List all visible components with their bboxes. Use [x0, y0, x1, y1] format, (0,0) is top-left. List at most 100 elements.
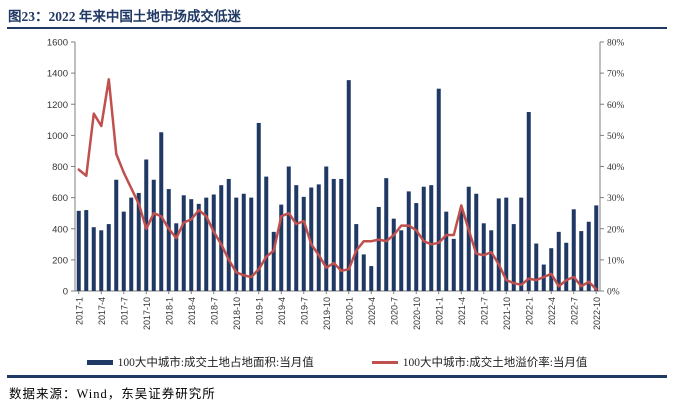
bar	[241, 193, 246, 291]
chart-title: 图23：2022 年来中国土地市场成交低迷	[8, 9, 241, 24]
bar	[399, 230, 404, 291]
x-axis-label: 2019-10	[322, 297, 332, 330]
x-axis-label: 2020-7	[389, 297, 399, 325]
right-axis-label: 10%	[607, 256, 625, 266]
bar	[189, 199, 194, 291]
x-axis-label: 2018-1	[164, 297, 174, 325]
bar	[324, 166, 329, 291]
bar	[444, 211, 449, 291]
x-axis-label: 2022-1	[524, 297, 534, 325]
right-axis-label: 70%	[607, 70, 625, 80]
bar	[421, 186, 426, 291]
bar	[106, 224, 111, 291]
bar	[84, 210, 89, 291]
bar	[204, 197, 209, 291]
bar	[256, 122, 261, 291]
chart-legend: 100大中城市:成交土地占地面积:当月值 100大中城市:成交土地溢价率:当月值	[0, 354, 674, 370]
bar	[309, 187, 314, 291]
bar	[474, 193, 479, 291]
bar	[594, 205, 599, 291]
bar	[99, 230, 104, 291]
x-axis-label: 2017-1	[74, 297, 84, 325]
left-axis-label: 1200	[47, 100, 68, 111]
bar	[159, 132, 164, 291]
bar	[76, 210, 81, 291]
bar	[151, 179, 156, 291]
data-source: 数据来源：Wind，东吴证券研究所	[9, 387, 216, 401]
bar	[376, 206, 381, 291]
x-axis-label: 2021-7	[479, 297, 489, 325]
bar	[249, 197, 254, 291]
legend-item-premium: 100大中城市:成交土地溢价率:当月值	[371, 354, 588, 370]
footer-divider	[7, 375, 667, 378]
bar	[564, 242, 569, 291]
x-axis-label: 2022-10	[592, 297, 602, 330]
bar	[511, 224, 516, 291]
bar	[294, 185, 299, 291]
x-axis-label: 2019-4	[277, 297, 287, 325]
bar	[429, 185, 434, 291]
legend-label-premium: 100大中城市:成交土地溢价率:当月值	[402, 357, 588, 369]
bar	[316, 184, 321, 291]
right-axis-label: 40%	[607, 163, 625, 173]
x-axis-label: 2017-7	[119, 297, 129, 325]
bar	[301, 196, 306, 291]
bar	[549, 248, 554, 291]
title-divider	[7, 27, 667, 29]
x-axis-label: 2017-4	[97, 297, 107, 325]
x-axis-label: 2022-4	[547, 297, 557, 325]
bar	[121, 211, 126, 291]
x-axis-label: 2018-4	[187, 297, 197, 325]
right-axis-label: 0%	[607, 288, 620, 298]
left-axis-label: 400	[52, 224, 68, 235]
bar	[586, 221, 591, 291]
bar	[414, 203, 419, 291]
x-axis-label: 2021-4	[457, 297, 467, 325]
bar	[354, 224, 359, 291]
right-axis-label: 20%	[607, 225, 625, 235]
bar	[136, 192, 141, 291]
bar	[346, 80, 351, 291]
bar	[466, 186, 471, 291]
right-axis-label: 50%	[607, 132, 625, 142]
right-axis-label: 30%	[607, 194, 625, 204]
x-axis-label: 2020-4	[367, 297, 377, 325]
left-axis-label: 1600	[47, 38, 68, 49]
bar	[406, 191, 411, 291]
bar	[391, 218, 396, 291]
bar	[226, 178, 231, 291]
premium-rate-line	[77, 78, 598, 291]
bar	[534, 243, 539, 291]
line-series-swatch	[371, 360, 398, 364]
bar	[504, 197, 509, 291]
bar	[489, 230, 494, 291]
bar	[556, 231, 561, 291]
bar	[496, 198, 501, 291]
bar	[451, 238, 456, 291]
bar	[196, 203, 201, 291]
bar	[361, 254, 366, 291]
bar	[526, 112, 531, 291]
x-axis-label: 2020-1	[344, 297, 354, 325]
bar	[369, 266, 374, 291]
x-axis-label: 2018-10	[232, 297, 242, 330]
right-axis-label: 60%	[607, 101, 625, 111]
bar	[384, 178, 389, 291]
x-axis-label: 2019-7	[299, 297, 309, 325]
bar	[264, 176, 269, 291]
bar	[114, 179, 119, 291]
left-axis-label: 1000	[47, 131, 68, 142]
left-axis-label: 600	[52, 193, 68, 204]
x-axis-label: 2022-7	[569, 297, 579, 325]
right-axis-label: 80%	[607, 39, 625, 49]
bar-series-swatch	[86, 359, 113, 365]
bar	[339, 178, 344, 291]
x-axis-label: 2019-1	[254, 297, 264, 325]
left-axis-label: 800	[52, 162, 68, 173]
bar	[279, 204, 284, 291]
bar	[234, 197, 239, 291]
bar	[331, 178, 336, 291]
x-axis-label: 2021-1	[434, 297, 444, 325]
bar	[436, 88, 441, 291]
